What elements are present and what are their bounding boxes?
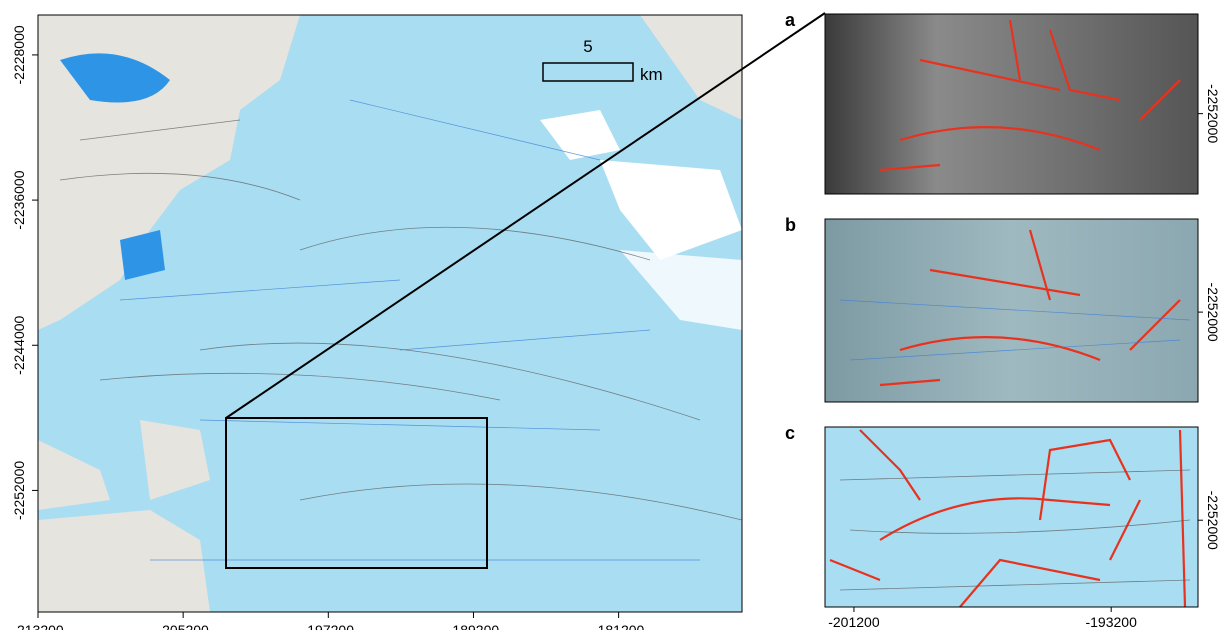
x-tick-label: -189200 [448, 622, 500, 630]
y-tick-label: -2244000 [11, 315, 27, 374]
x-tick-label: -213200 [12, 622, 64, 630]
scale-unit: km [640, 65, 663, 84]
y-tick-label: -2252000 [1205, 84, 1219, 143]
x-tick-label: -201200 [828, 614, 880, 630]
scale-length: 5 [583, 37, 592, 56]
panel-b-image [825, 219, 1198, 402]
y-tick-label: -2252000 [1205, 283, 1219, 342]
panel-c-image [825, 427, 1198, 607]
y-tick-label: -2252000 [1205, 491, 1219, 550]
x-tick-label: -181200 [593, 622, 645, 630]
main-map-background [38, 15, 742, 612]
panel-label: a [785, 10, 796, 30]
x-tick-label: -205200 [157, 622, 209, 630]
panel-label: c [785, 423, 795, 443]
y-tick-label: -2252000 [11, 461, 27, 520]
y-tick-label: -2236000 [11, 170, 27, 229]
x-tick-label: -193200 [1085, 614, 1137, 630]
panel-a-image [825, 14, 1198, 194]
x-tick-label: -197200 [303, 622, 355, 630]
figure: 5 km -213200 -205200 -197200 -189200 -181200… [0, 0, 1219, 630]
y-tick-label: -2228000 [11, 25, 27, 84]
panel-label: b [785, 215, 796, 235]
